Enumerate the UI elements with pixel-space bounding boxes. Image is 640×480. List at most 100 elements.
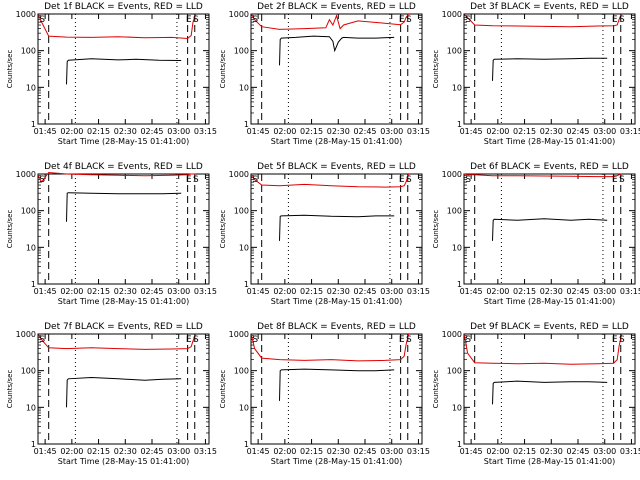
plot-frame [250, 13, 423, 125]
end-marker-label: E [186, 15, 192, 25]
start-marker-label: S [193, 175, 199, 185]
end-marker-label: E [612, 335, 618, 345]
end-marker-label: E [399, 175, 405, 185]
x-axis-label: Start Time (28-May-15 01:41:00) [58, 137, 189, 146]
x-tick-label: 02:15 [87, 127, 110, 136]
detector-panel: Det 6f BLACK = Events, RED = LLD 1 10 100 10… [432, 162, 640, 306]
x-tick-label: 03:15 [407, 447, 430, 456]
x-tick-label: 01:45 [34, 287, 57, 296]
y-axis-label: Counts/sec [219, 50, 227, 89]
x-tick-label: 01:45 [34, 447, 57, 456]
y-tick-label: 100 [234, 367, 249, 376]
y-tick-label: 10 [452, 243, 462, 252]
x-tick-label: 01:45 [34, 127, 57, 136]
detector-panel: Det 7f BLACK = Events, RED = LLD 1 10 100 10… [6, 322, 217, 466]
start-marker-label: S [193, 335, 199, 345]
x-tick-label: 03:00 [167, 447, 190, 456]
y-tick-label: 1 [244, 440, 249, 449]
lld-series-line [37, 333, 197, 350]
y-tick-label: 1 [244, 120, 249, 129]
x-tick-label: 01:45 [460, 127, 483, 136]
x-tick-label: 03:15 [407, 287, 430, 296]
x-tick-label: 01:45 [460, 447, 483, 456]
panel-title: Det 6f BLACK = Events, RED = LLD [470, 162, 629, 172]
x-tick-label: 03:00 [380, 127, 403, 136]
x-tick-label: 02:00 [486, 127, 509, 136]
x-tick-label: 02:15 [87, 447, 110, 456]
x-tick-label: 02:30 [540, 127, 563, 136]
x-tick-label: 02:00 [486, 287, 509, 296]
y-tick-label: 1000 [229, 330, 249, 339]
x-axis-label: Start Time (28-May-15 01:41:00) [271, 137, 402, 146]
x-axis-label: Start Time (28-May-15 01:41:00) [58, 457, 189, 466]
lld-series-line [37, 13, 197, 40]
y-tick-label: 10 [452, 83, 462, 92]
x-tick-label: 02:15 [300, 287, 323, 296]
end-marker-label: E [186, 175, 192, 185]
y-tick-label: 1 [31, 280, 36, 289]
detector-panel: Det 1f BLACK = Events, RED = LLD 1 10 100 10… [6, 2, 217, 146]
y-axis-label: Counts/sec [6, 210, 14, 249]
start-marker-label: S [465, 175, 471, 185]
panel-title: Det 3f BLACK = Events, RED = LLD [470, 2, 629, 12]
events-series-line [279, 214, 395, 241]
y-tick-label: 1000 [442, 10, 462, 19]
lld-series-line [463, 333, 623, 365]
x-tick-label: 03:15 [620, 127, 640, 136]
y-tick-label: 1000 [16, 330, 36, 339]
y-axis-label: Counts/sec [432, 370, 440, 409]
x-tick-label: 02:00 [273, 127, 296, 136]
x-tick-label: 02:45 [566, 287, 589, 296]
plot-frame [463, 173, 636, 285]
x-axis-label: Start Time (28-May-15 01:41:00) [484, 297, 615, 306]
y-tick-label: 10 [452, 403, 462, 412]
y-tick-label: 1000 [442, 330, 462, 339]
x-tick-label: 02:15 [300, 127, 323, 136]
detector-panel: Det 2f BLACK = Events, RED = LLD 1 10 100 10… [219, 2, 430, 146]
y-axis-label: Counts/sec [6, 50, 14, 89]
y-tick-label: 100 [234, 47, 249, 56]
y-tick-label: 1000 [442, 170, 462, 179]
end-marker-label: E [186, 335, 192, 345]
plot-frame [37, 333, 210, 445]
start-marker-label: S [619, 335, 625, 345]
x-axis-label: Start Time (28-May-15 01:41:00) [484, 137, 615, 146]
x-tick-label: 02:15 [513, 287, 536, 296]
y-tick-label: 100 [234, 207, 249, 216]
y-tick-label: 10 [26, 403, 36, 412]
detector-panel: Det 9f BLACK = Events, RED = LLD 1 10 100 10… [432, 322, 640, 466]
panel-title: Det 7f BLACK = Events, RED = LLD [44, 322, 203, 332]
y-tick-label: 1000 [16, 170, 36, 179]
start-marker-label: S [39, 15, 45, 25]
start-marker-label: S [39, 335, 45, 345]
events-series-line [492, 218, 608, 241]
x-tick-label: 02:45 [353, 287, 376, 296]
panel-title: Det 5f BLACK = Events, RED = LLD [257, 162, 416, 172]
detector-panel: Det 8f BLACK = Events, RED = LLD 1 10 100 10… [219, 322, 430, 466]
start-marker-label: S [39, 175, 45, 185]
start-marker-label: S [406, 15, 412, 25]
x-tick-label: 02:30 [114, 287, 137, 296]
x-tick-label: 02:00 [60, 447, 83, 456]
y-tick-label: 1 [457, 280, 462, 289]
y-tick-label: 1 [457, 440, 462, 449]
x-tick-label: 02:15 [87, 287, 110, 296]
plot-frame [37, 173, 210, 285]
x-tick-label: 02:45 [140, 127, 163, 136]
x-tick-label: 02:45 [566, 447, 589, 456]
start-marker-label: S [406, 335, 412, 345]
x-axis-label: Start Time (28-May-15 01:41:00) [58, 297, 189, 306]
start-marker-label: S [619, 15, 625, 25]
x-tick-label: 01:45 [247, 447, 270, 456]
y-axis-label: Counts/sec [432, 50, 440, 89]
y-tick-label: 100 [447, 207, 462, 216]
y-tick-label: 1 [31, 120, 36, 129]
start-marker-label: S [465, 335, 471, 345]
x-tick-label: 02:00 [60, 127, 83, 136]
events-series-line [492, 380, 608, 405]
y-tick-label: 1 [244, 280, 249, 289]
events-series-line [279, 368, 395, 401]
y-tick-label: 100 [21, 207, 36, 216]
x-tick-label: 03:00 [593, 287, 616, 296]
